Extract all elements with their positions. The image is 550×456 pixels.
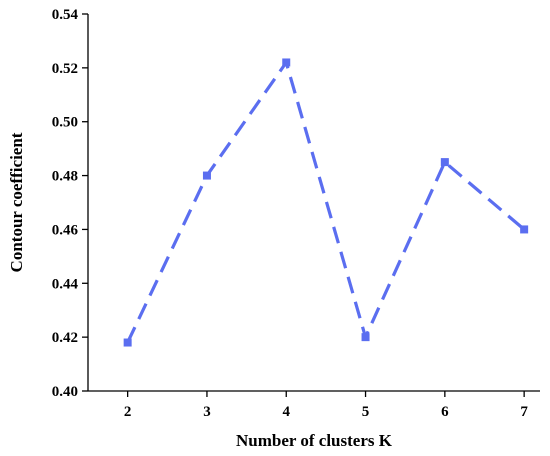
x-tick-label: 5 <box>362 404 370 420</box>
data-point <box>520 225 529 234</box>
x-tick-label: 3 <box>203 404 211 420</box>
x-axis-title: Number of clusters K <box>236 431 393 450</box>
x-tick-label: 2 <box>124 404 132 420</box>
y-tick-label: 0.52 <box>52 61 78 77</box>
y-tick-label: 0.54 <box>52 7 79 23</box>
y-axis-title: Contour coefficient <box>7 132 26 272</box>
data-point <box>440 158 449 167</box>
y-tick-label: 0.42 <box>52 330 78 346</box>
x-tick-label: 7 <box>520 404 528 420</box>
y-tick-label: 0.50 <box>52 115 78 131</box>
data-point <box>282 58 291 67</box>
x-tick-label: 4 <box>282 404 290 420</box>
data-point <box>361 333 370 342</box>
y-axis-ticks: 0.40 0.42 0.44 0.46 0.48 0.50 0.52 0.54 <box>52 7 88 400</box>
y-tick-label: 0.46 <box>52 222 79 238</box>
y-tick-label: 0.48 <box>52 169 78 185</box>
series-line <box>126 60 526 344</box>
y-tick-label: 0.44 <box>52 276 79 292</box>
data-series <box>123 58 529 347</box>
y-tick-label: 0.40 <box>52 384 78 400</box>
x-tick-label: 6 <box>441 404 449 420</box>
data-point <box>123 338 132 347</box>
data-point <box>202 171 211 180</box>
plot-axes <box>87 14 540 392</box>
x-axis-ticks: 2 3 4 5 6 7 <box>124 391 528 420</box>
